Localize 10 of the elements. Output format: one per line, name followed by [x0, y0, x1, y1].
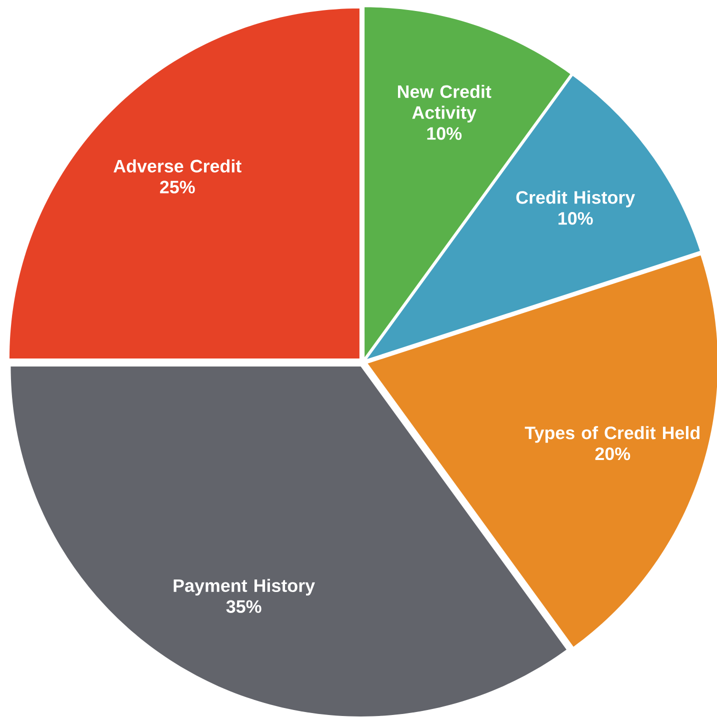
slice-label: Adverse Credit [114, 159, 242, 172]
data-label: 35% [226, 600, 262, 613]
slice-label: Payment History [174, 578, 315, 596]
slice-label: Credit History [516, 190, 636, 208]
slice-label: New Credit Activity [398, 84, 492, 122]
data-label: 20% [595, 447, 630, 460]
data-label: 10% [558, 212, 593, 225]
data-label: 25% [160, 180, 195, 194]
data-label: 10% [427, 127, 462, 140]
slice-label: Types of Credit Held [524, 426, 700, 443]
